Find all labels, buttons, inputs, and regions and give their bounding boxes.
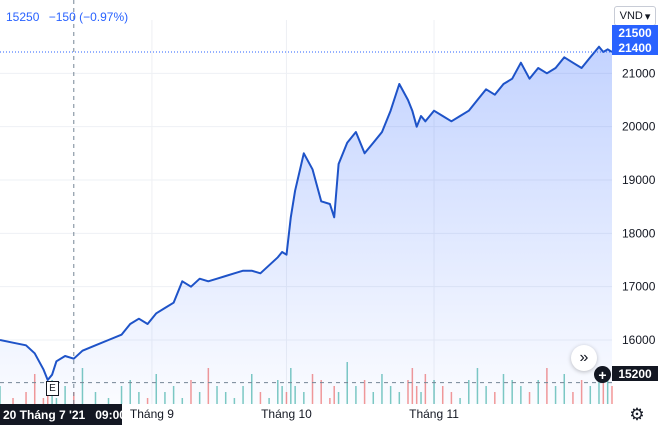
currency-label: VND (619, 10, 643, 22)
price-label-cursor: 15200 (612, 366, 658, 381)
y-axis: 16000 17000 18000 19000 20000 21000 (622, 66, 656, 347)
y-tick-label: 18000 (622, 226, 656, 240)
double-chevron-right-icon: » (579, 349, 589, 366)
x-tick-label: Tháng 10 (261, 407, 312, 421)
x-axis: Tháng 9 Tháng 10 Tháng 11 (130, 407, 459, 421)
plus-icon: + (598, 366, 607, 383)
crosshair-date-label: 20 Tháng 7 '21 09:00 (0, 404, 126, 425)
settings-button[interactable]: ⚙ (626, 404, 648, 426)
earnings-event-marker[interactable]: E (46, 381, 59, 396)
y-tick-label: 21000 (622, 66, 656, 80)
price-label-last: 21400 (612, 40, 658, 55)
y-tick-label: 17000 (622, 280, 656, 294)
legend-price: 15250 (6, 10, 40, 24)
chevron-down-icon: ▾ (644, 10, 651, 23)
x-tick-label: Tháng 9 (130, 407, 174, 421)
legend-change: −150 (−0.97%) (48, 10, 129, 24)
x-tick-label: Tháng 11 (409, 407, 459, 421)
crosshair (0, 0, 612, 404)
area-fill (0, 46, 612, 404)
y-tick-label: 16000 (622, 333, 656, 347)
price-label-high: 21500 (612, 25, 658, 40)
y-tick-label: 19000 (622, 173, 656, 187)
currency-selector[interactable]: VND ▾ (614, 6, 656, 26)
add-alert-button[interactable]: + (594, 366, 611, 383)
price-area (0, 45, 613, 404)
scroll-to-realtime-button[interactable]: » (571, 345, 597, 371)
price-line (0, 45, 613, 381)
y-tick-label: 20000 (622, 120, 656, 134)
price-legend: 15250 −150 (−0.97%) (6, 10, 134, 24)
gear-icon: ⚙ (629, 405, 645, 424)
